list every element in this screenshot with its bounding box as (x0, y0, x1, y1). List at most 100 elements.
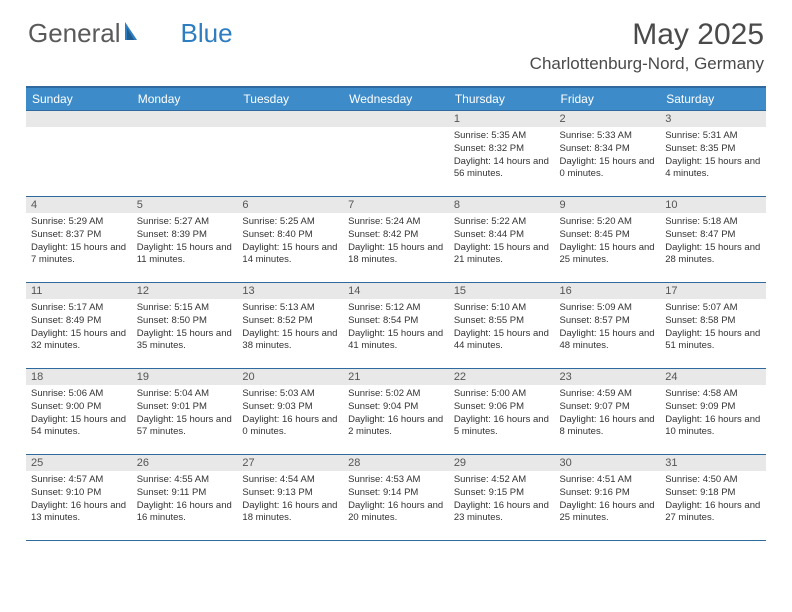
calendar-cell: 24Sunrise: 4:58 AMSunset: 9:09 PMDayligh… (660, 369, 766, 455)
day-number (343, 111, 449, 127)
day-number: 14 (343, 283, 449, 299)
day-details: Sunrise: 4:50 AMSunset: 9:18 PMDaylight:… (660, 471, 766, 527)
day-details: Sunrise: 5:03 AMSunset: 9:03 PMDaylight:… (237, 385, 343, 441)
day-details: Sunrise: 4:59 AMSunset: 9:07 PMDaylight:… (555, 385, 661, 441)
day-details: Sunrise: 5:20 AMSunset: 8:45 PMDaylight:… (555, 213, 661, 269)
calendar-cell: 7Sunrise: 5:24 AMSunset: 8:42 PMDaylight… (343, 197, 449, 283)
day-details: Sunrise: 4:57 AMSunset: 9:10 PMDaylight:… (26, 471, 132, 527)
header: General Blue May 2025 Charlottenburg-Nor… (0, 0, 792, 78)
calendar-cell: 10Sunrise: 5:18 AMSunset: 8:47 PMDayligh… (660, 197, 766, 283)
calendar-cell: 3Sunrise: 5:31 AMSunset: 8:35 PMDaylight… (660, 111, 766, 197)
calendar-cell: 5Sunrise: 5:27 AMSunset: 8:39 PMDaylight… (132, 197, 238, 283)
day-details: Sunrise: 5:31 AMSunset: 8:35 PMDaylight:… (660, 127, 766, 183)
day-number: 26 (132, 455, 238, 471)
day-number: 20 (237, 369, 343, 385)
calendar-cell: 25Sunrise: 4:57 AMSunset: 9:10 PMDayligh… (26, 455, 132, 541)
day-details: Sunrise: 5:07 AMSunset: 8:58 PMDaylight:… (660, 299, 766, 355)
day-number: 11 (26, 283, 132, 299)
calendar-cell: 29Sunrise: 4:52 AMSunset: 9:15 PMDayligh… (449, 455, 555, 541)
calendar-cell (26, 111, 132, 197)
day-number: 22 (449, 369, 555, 385)
day-number: 21 (343, 369, 449, 385)
day-number: 17 (660, 283, 766, 299)
calendar-cell: 1Sunrise: 5:35 AMSunset: 8:32 PMDaylight… (449, 111, 555, 197)
day-number: 13 (237, 283, 343, 299)
calendar-table: SundayMondayTuesdayWednesdayThursdayFrid… (26, 86, 766, 541)
month-title: May 2025 (530, 18, 764, 52)
calendar-cell: 4Sunrise: 5:29 AMSunset: 8:37 PMDaylight… (26, 197, 132, 283)
day-details: Sunrise: 5:17 AMSunset: 8:49 PMDaylight:… (26, 299, 132, 355)
calendar-week-row: 25Sunrise: 4:57 AMSunset: 9:10 PMDayligh… (26, 455, 766, 541)
day-number: 3 (660, 111, 766, 127)
logo-text-blue: Blue (181, 18, 233, 49)
calendar-week-row: 18Sunrise: 5:06 AMSunset: 9:00 PMDayligh… (26, 369, 766, 455)
calendar-cell: 23Sunrise: 4:59 AMSunset: 9:07 PMDayligh… (555, 369, 661, 455)
day-number: 7 (343, 197, 449, 213)
day-number: 2 (555, 111, 661, 127)
day-details: Sunrise: 5:04 AMSunset: 9:01 PMDaylight:… (132, 385, 238, 441)
day-details: Sunrise: 4:53 AMSunset: 9:14 PMDaylight:… (343, 471, 449, 527)
calendar-cell: 19Sunrise: 5:04 AMSunset: 9:01 PMDayligh… (132, 369, 238, 455)
day-details: Sunrise: 5:24 AMSunset: 8:42 PMDaylight:… (343, 213, 449, 269)
day-number (237, 111, 343, 127)
day-number: 29 (449, 455, 555, 471)
calendar-cell: 9Sunrise: 5:20 AMSunset: 8:45 PMDaylight… (555, 197, 661, 283)
calendar-cell: 30Sunrise: 4:51 AMSunset: 9:16 PMDayligh… (555, 455, 661, 541)
day-number: 28 (343, 455, 449, 471)
day-details: Sunrise: 5:35 AMSunset: 8:32 PMDaylight:… (449, 127, 555, 183)
day-details: Sunrise: 5:27 AMSunset: 8:39 PMDaylight:… (132, 213, 238, 269)
title-block: May 2025 Charlottenburg-Nord, Germany (530, 18, 764, 74)
day-header: Friday (555, 87, 661, 111)
day-header-row: SundayMondayTuesdayWednesdayThursdayFrid… (26, 87, 766, 111)
day-details: Sunrise: 5:02 AMSunset: 9:04 PMDaylight:… (343, 385, 449, 441)
day-number: 15 (449, 283, 555, 299)
day-details: Sunrise: 5:09 AMSunset: 8:57 PMDaylight:… (555, 299, 661, 355)
day-header: Monday (132, 87, 238, 111)
calendar-cell: 28Sunrise: 4:53 AMSunset: 9:14 PMDayligh… (343, 455, 449, 541)
day-details: Sunrise: 4:51 AMSunset: 9:16 PMDaylight:… (555, 471, 661, 527)
day-details: Sunrise: 5:00 AMSunset: 9:06 PMDaylight:… (449, 385, 555, 441)
day-details: Sunrise: 5:29 AMSunset: 8:37 PMDaylight:… (26, 213, 132, 269)
day-header: Thursday (449, 87, 555, 111)
day-number: 10 (660, 197, 766, 213)
day-header: Saturday (660, 87, 766, 111)
day-number (132, 111, 238, 127)
day-number: 24 (660, 369, 766, 385)
day-number: 4 (26, 197, 132, 213)
day-details: Sunrise: 5:06 AMSunset: 9:00 PMDaylight:… (26, 385, 132, 441)
day-details: Sunrise: 5:13 AMSunset: 8:52 PMDaylight:… (237, 299, 343, 355)
day-details: Sunrise: 5:10 AMSunset: 8:55 PMDaylight:… (449, 299, 555, 355)
calendar-cell: 21Sunrise: 5:02 AMSunset: 9:04 PMDayligh… (343, 369, 449, 455)
day-details: Sunrise: 4:54 AMSunset: 9:13 PMDaylight:… (237, 471, 343, 527)
calendar-cell (343, 111, 449, 197)
day-number: 9 (555, 197, 661, 213)
location: Charlottenburg-Nord, Germany (530, 54, 764, 74)
calendar-cell: 18Sunrise: 5:06 AMSunset: 9:00 PMDayligh… (26, 369, 132, 455)
calendar-cell: 6Sunrise: 5:25 AMSunset: 8:40 PMDaylight… (237, 197, 343, 283)
calendar-body: 1Sunrise: 5:35 AMSunset: 8:32 PMDaylight… (26, 111, 766, 541)
day-header: Tuesday (237, 87, 343, 111)
logo-sail-icon (123, 18, 143, 49)
day-details: Sunrise: 4:52 AMSunset: 9:15 PMDaylight:… (449, 471, 555, 527)
day-details: Sunrise: 5:22 AMSunset: 8:44 PMDaylight:… (449, 213, 555, 269)
calendar-cell: 22Sunrise: 5:00 AMSunset: 9:06 PMDayligh… (449, 369, 555, 455)
day-number: 12 (132, 283, 238, 299)
logo-text-gray: General (28, 18, 121, 49)
day-number: 5 (132, 197, 238, 213)
day-number (26, 111, 132, 127)
calendar-cell: 15Sunrise: 5:10 AMSunset: 8:55 PMDayligh… (449, 283, 555, 369)
day-number: 8 (449, 197, 555, 213)
day-number: 27 (237, 455, 343, 471)
day-number: 23 (555, 369, 661, 385)
day-number: 18 (26, 369, 132, 385)
calendar-cell: 20Sunrise: 5:03 AMSunset: 9:03 PMDayligh… (237, 369, 343, 455)
calendar-cell (237, 111, 343, 197)
day-number: 1 (449, 111, 555, 127)
day-header: Wednesday (343, 87, 449, 111)
day-number: 6 (237, 197, 343, 213)
day-details: Sunrise: 4:55 AMSunset: 9:11 PMDaylight:… (132, 471, 238, 527)
day-details: Sunrise: 4:58 AMSunset: 9:09 PMDaylight:… (660, 385, 766, 441)
day-details: Sunrise: 5:33 AMSunset: 8:34 PMDaylight:… (555, 127, 661, 183)
calendar-cell: 27Sunrise: 4:54 AMSunset: 9:13 PMDayligh… (237, 455, 343, 541)
calendar-cell: 12Sunrise: 5:15 AMSunset: 8:50 PMDayligh… (132, 283, 238, 369)
